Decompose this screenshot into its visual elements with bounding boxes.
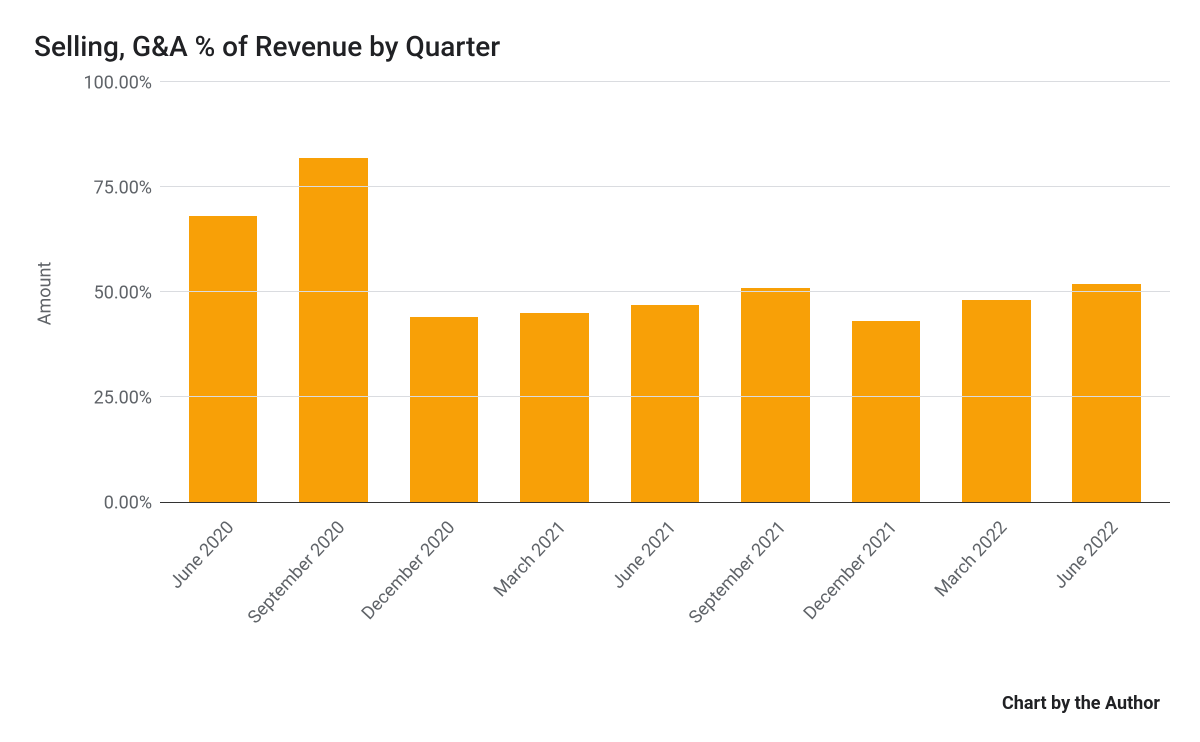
x-axis-ticks: June 2020September 2020December 2020Marc… bbox=[160, 503, 1170, 673]
chart-attribution: Chart by the Author bbox=[1002, 693, 1160, 714]
x-tick-slot: March 2021 bbox=[499, 503, 609, 673]
y-tick-label: 50.00% bbox=[94, 283, 152, 304]
bars-container bbox=[160, 83, 1170, 502]
bar bbox=[1072, 284, 1140, 502]
plot-area bbox=[160, 83, 1170, 503]
x-tick-slot: September 2021 bbox=[720, 503, 830, 673]
bar-slot bbox=[720, 288, 830, 502]
bar-slot bbox=[610, 305, 720, 502]
x-tick-label: June 2020 bbox=[166, 517, 239, 593]
x-axis-ticks-row: June 2020September 2020December 2020Marc… bbox=[30, 503, 1170, 673]
y-axis-label-col: Amount bbox=[30, 83, 60, 503]
bar bbox=[741, 288, 809, 502]
x-tick-label: June 2021 bbox=[607, 517, 680, 593]
bar-slot bbox=[499, 313, 609, 502]
y-tick-label: 100.00% bbox=[83, 73, 152, 94]
y-tick-label: 75.00% bbox=[94, 178, 152, 199]
bar bbox=[189, 216, 257, 502]
bar bbox=[962, 300, 1030, 502]
x-tick-slot: September 2020 bbox=[278, 503, 388, 673]
bar bbox=[520, 313, 588, 502]
y-axis-ticks: 0.00%25.00%50.00%75.00%100.00% bbox=[60, 83, 160, 503]
bar-slot bbox=[831, 321, 941, 502]
bar bbox=[299, 158, 367, 502]
chart-container: Selling, G&A % of Revenue by Quarter Amo… bbox=[0, 0, 1200, 742]
gridline bbox=[160, 396, 1170, 397]
gridline bbox=[160, 81, 1170, 82]
bar bbox=[410, 317, 478, 502]
gridline bbox=[160, 291, 1170, 292]
bar bbox=[852, 321, 920, 502]
x-tick-slot: December 2021 bbox=[831, 503, 941, 673]
x-tick-label: March 2022 bbox=[931, 517, 1012, 601]
x-tick-slot: June 2020 bbox=[168, 503, 278, 673]
x-tick-label: June 2022 bbox=[1049, 517, 1122, 593]
x-tick-slot: June 2022 bbox=[1052, 503, 1162, 673]
gridline bbox=[160, 186, 1170, 187]
bar-slot bbox=[941, 300, 1051, 502]
x-tick-slot: December 2020 bbox=[389, 503, 499, 673]
x-tick-label: March 2021 bbox=[489, 517, 570, 601]
bar-slot bbox=[1052, 284, 1162, 502]
bar-slot bbox=[278, 158, 388, 502]
x-tick-slot: March 2022 bbox=[941, 503, 1051, 673]
x-tick-slot: June 2021 bbox=[610, 503, 720, 673]
chart-title: Selling, G&A % of Revenue by Quarter bbox=[34, 30, 1170, 63]
y-tick-label: 25.00% bbox=[94, 388, 152, 409]
bar bbox=[631, 305, 699, 502]
plot-row: Amount 0.00%25.00%50.00%75.00%100.00% bbox=[30, 83, 1170, 503]
bar-slot bbox=[168, 216, 278, 502]
bar-slot bbox=[389, 317, 499, 502]
y-axis-label: Amount bbox=[35, 261, 56, 325]
y-tick-label: 0.00% bbox=[104, 493, 152, 514]
